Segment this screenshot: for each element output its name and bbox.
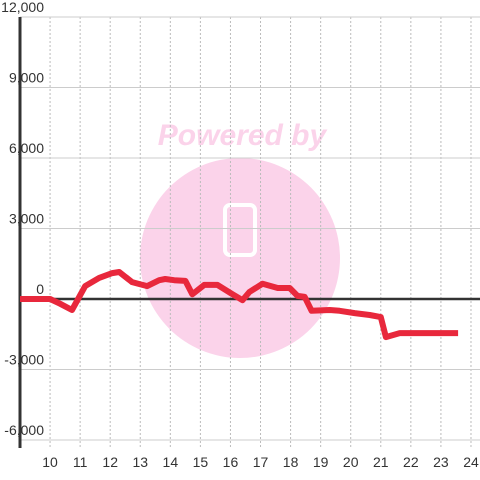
y-tick-label: 3,000 bbox=[9, 211, 44, 227]
x-tick-label: 21 bbox=[373, 454, 389, 470]
y-tick-label: 9,000 bbox=[9, 70, 44, 86]
x-tick-label: 12 bbox=[102, 454, 118, 470]
x-tick-label: 18 bbox=[283, 454, 299, 470]
y-tick-label: 6,000 bbox=[9, 140, 44, 156]
x-tick-label: 22 bbox=[403, 454, 419, 470]
y-tick-label: 0 bbox=[36, 281, 44, 297]
line-series bbox=[20, 269, 459, 341]
watermark-logo bbox=[223, 203, 257, 257]
watermark-text: Powered by bbox=[158, 119, 328, 152]
x-tick-label: 13 bbox=[132, 454, 148, 470]
x-tick-label: 15 bbox=[193, 454, 209, 470]
x-tick-label: 16 bbox=[223, 454, 239, 470]
x-tick-label: 24 bbox=[463, 454, 479, 470]
y-tick-label: 12,000 bbox=[1, 0, 44, 15]
y-tick-label: -3,000 bbox=[4, 352, 44, 368]
x-tick-label: 10 bbox=[42, 454, 58, 470]
watermark-circle bbox=[140, 158, 340, 358]
x-tick-label: 14 bbox=[163, 454, 179, 470]
x-tick-label: 17 bbox=[253, 454, 269, 470]
x-tick-label: 20 bbox=[343, 454, 359, 470]
y-tick-label: -6,000 bbox=[4, 422, 44, 438]
x-tick-label: 23 bbox=[433, 454, 449, 470]
x-tick-label: 11 bbox=[73, 454, 88, 470]
x-tick-label: 19 bbox=[313, 454, 329, 470]
